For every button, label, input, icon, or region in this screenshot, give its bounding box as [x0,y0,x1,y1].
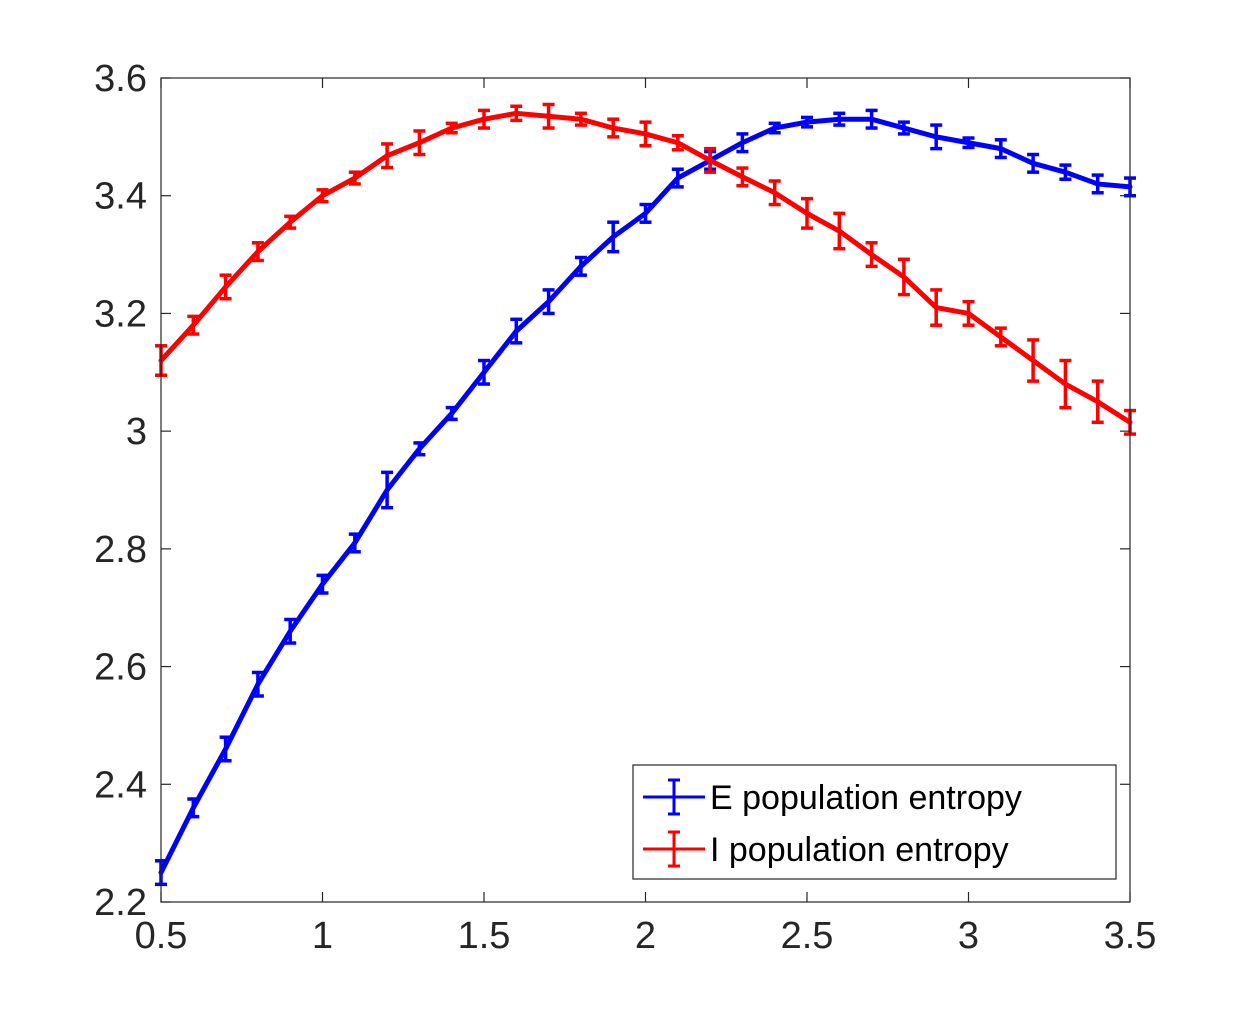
error-bar [478,108,490,130]
error-bar [445,405,458,422]
axes-box [160,77,1131,903]
series-e-population [155,108,1136,887]
error-bar [284,617,297,645]
legend-box [632,764,1117,880]
error-bar [574,111,587,127]
error-bar [445,121,458,135]
error-bar [510,317,523,345]
y-tick-label: 2.8 [94,529,147,571]
legend-item-e-population: E population entropy [643,778,1022,817]
x-tick-label: 0.5 [135,915,188,957]
error-bar [833,211,846,251]
error-bar [316,573,329,595]
error-bar [413,129,426,157]
error-bar [736,166,749,188]
error-bar [219,273,232,301]
legend-label-i-population: I population entropy [710,831,1009,869]
error-bar [251,670,264,698]
error-bar [510,104,523,123]
error-bar [930,288,943,327]
error-bar [316,188,329,204]
error-bar [187,797,200,819]
error-bar [962,299,975,327]
error-bar [284,214,297,230]
error-bar [1027,152,1040,174]
error-bar [994,138,1007,160]
series-i-population [155,102,1136,436]
axes-layer: 0.5 1 1.5 2 2.5 3 3.5 2.2 2.4 2.6 2.8 3 3.2 3.4 3.6 [94,58,1156,957]
error-bar [704,146,717,174]
error-bar [671,167,684,189]
y-tick-label: 2.2 [94,882,147,924]
error-bar [413,441,426,457]
series-layer [155,102,1136,887]
error-bar [639,120,652,148]
error-bar [542,288,555,316]
error-bar [994,326,1007,348]
error-bar [348,170,361,186]
legend-label-e-population: E population entropy [710,779,1022,817]
error-bar [962,136,975,150]
error-bar [381,142,394,170]
error-bar [478,358,490,386]
x-tick-label: 3 [958,915,979,957]
y-tick-label: 3 [126,411,147,453]
error-bar [865,108,878,130]
legend: E population entropy I population entrop… [632,764,1117,880]
x-tick-label: 2.5 [781,915,834,957]
error-bar [639,202,652,224]
error-bar [1091,173,1104,195]
error-bar [897,120,910,136]
y-tick-label: 3.4 [94,176,147,218]
error-bar [219,735,232,763]
error-bar [801,196,813,230]
error-bar [671,133,684,152]
y-tick-label: 3.6 [94,58,147,100]
error-bar [542,102,555,130]
error-bar [607,220,620,254]
error-bar [865,241,878,269]
legend-item-i-population: I population entropy [643,830,1009,869]
x-tick-label: 1 [312,915,333,957]
error-bar [1091,379,1104,425]
y-tick-label: 2.6 [94,647,147,689]
y-tick-label: 3.2 [94,293,147,335]
error-bar [833,111,846,127]
error-bar [187,314,200,336]
error-bar [768,121,781,135]
x-tick-label: 2 [635,915,656,957]
y-tick-label: 2.4 [94,764,147,806]
x-tick-label: 3.5 [1104,915,1157,957]
error-bar [1059,358,1072,410]
error-bar [1027,338,1040,383]
error-bar [574,255,587,277]
x-tick-label: 1.5 [458,915,511,957]
error-bar [381,470,394,510]
error-bar [930,123,943,151]
error-bar [251,241,264,263]
error-bar [768,179,781,207]
error-bar [801,115,813,129]
error-bar [607,117,620,139]
error-bar [897,257,910,297]
error-bar [736,132,749,154]
error-bar [348,532,361,554]
error-bar [1059,163,1072,181]
